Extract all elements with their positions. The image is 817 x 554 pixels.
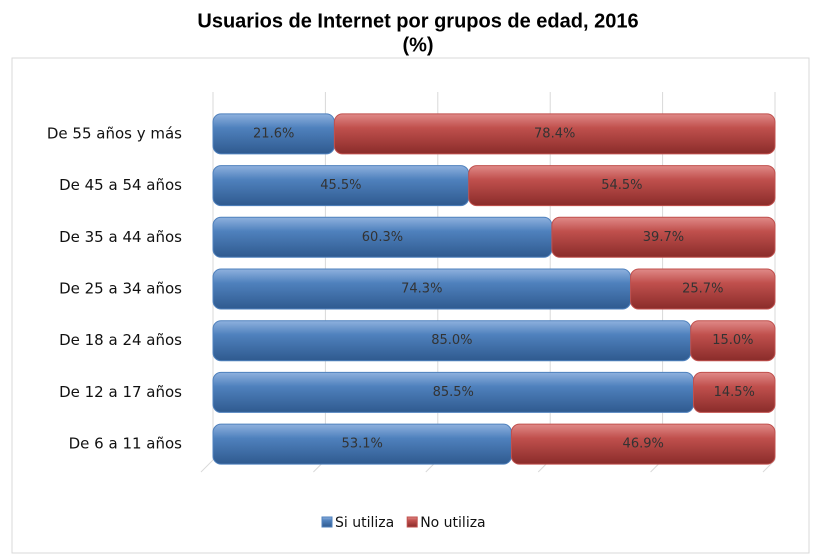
value-label: 21.6% bbox=[253, 126, 294, 141]
value-label: 54.5% bbox=[601, 178, 642, 193]
legend-swatch bbox=[321, 516, 333, 528]
chart-subtitle: (%) bbox=[402, 34, 433, 56]
bar-segment bbox=[690, 320, 776, 362]
y-tick-label: De 6 a 11 años bbox=[69, 435, 183, 453]
value-label: 60.3% bbox=[362, 230, 403, 245]
value-label: 25.7% bbox=[682, 282, 723, 297]
value-label: 39.7% bbox=[643, 230, 684, 245]
bar-segment bbox=[630, 268, 776, 310]
value-label: 85.5% bbox=[433, 385, 474, 400]
y-tick-label: De 12 a 17 años bbox=[59, 383, 182, 401]
value-label: 78.4% bbox=[534, 126, 575, 141]
bar-segment bbox=[551, 216, 776, 258]
y-tick-label: De 55 años y más bbox=[47, 124, 182, 142]
legend-label: No utiliza bbox=[420, 515, 485, 531]
legend-swatch bbox=[406, 516, 418, 528]
bar-segment bbox=[510, 423, 776, 465]
value-label: 46.9% bbox=[623, 437, 664, 452]
value-label: 85.0% bbox=[431, 333, 472, 348]
value-label: 53.1% bbox=[342, 437, 383, 452]
value-label: 74.3% bbox=[401, 282, 442, 297]
y-tick-label: De 45 a 54 años bbox=[59, 176, 182, 194]
legend-label: Si utiliza bbox=[335, 515, 394, 531]
bar-segment bbox=[333, 113, 776, 155]
y-tick-label: De 18 a 24 años bbox=[59, 331, 182, 349]
y-tick-label: De 25 a 34 años bbox=[59, 280, 182, 298]
y-tick-label: De 35 a 44 años bbox=[59, 228, 182, 246]
bar-segment bbox=[468, 165, 776, 207]
grid-line-floor bbox=[200, 459, 214, 473]
chart-title: Usuarios de Internet por grupos de edad,… bbox=[197, 10, 638, 32]
bar-segment bbox=[693, 371, 776, 413]
value-label: 14.5% bbox=[714, 385, 755, 400]
value-label: 15.0% bbox=[712, 333, 753, 348]
value-label: 45.5% bbox=[320, 178, 361, 193]
